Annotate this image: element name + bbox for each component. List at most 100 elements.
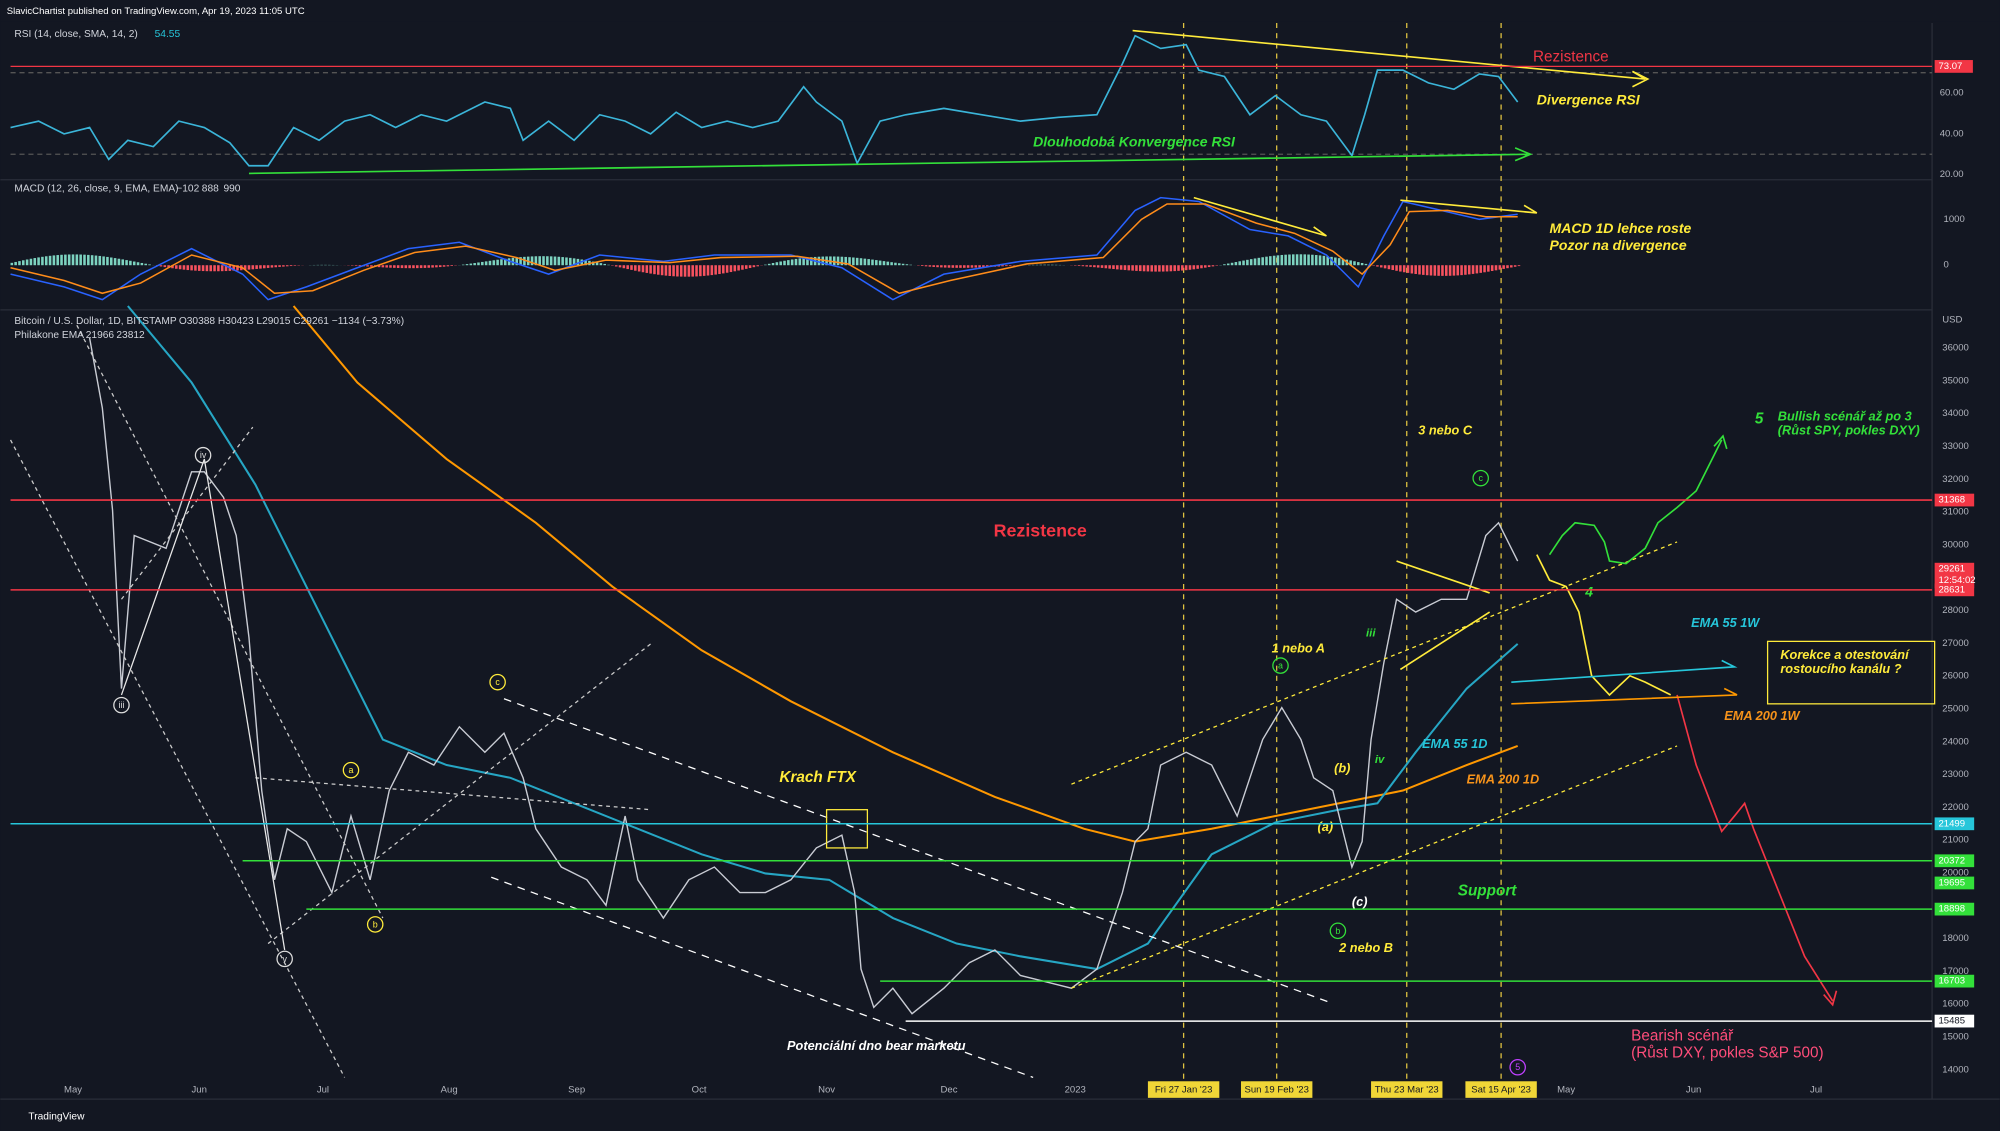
- shape: [503, 698, 1334, 1005]
- price-line: [88, 337, 1519, 1015]
- histogram-bar: [741, 265, 744, 270]
- histogram-bar: [243, 265, 247, 270]
- histogram-bar: [1234, 262, 1238, 266]
- histogram-bar: [947, 265, 951, 268]
- histogram-bar: [875, 260, 878, 266]
- histogram-bar: [767, 263, 771, 266]
- price-tick-label: 26000: [1942, 671, 1969, 682]
- histogram-bar: [500, 259, 503, 266]
- level-badge: [1934, 583, 1975, 597]
- histogram-bar: [396, 265, 400, 268]
- level-badge: [1934, 876, 1975, 890]
- time-label: Jul: [1810, 1085, 1822, 1096]
- level-label: 28631: [1938, 584, 1965, 595]
- histogram-bar: [1196, 265, 1199, 269]
- histogram-bar: [190, 265, 193, 271]
- time-label: May: [64, 1085, 82, 1096]
- annotation: (Růst SPY, pokles DXY): [1778, 422, 1920, 437]
- rsi-line: [10, 34, 1519, 167]
- histogram-bar: [282, 265, 285, 267]
- histogram-bar: [274, 265, 278, 268]
- footer: TradingView: [28, 1112, 85, 1123]
- level-badge: [1934, 974, 1975, 988]
- annotation: EMA 55 1D: [1422, 736, 1487, 751]
- level-label: 15485: [1938, 1016, 1965, 1027]
- histogram-bar: [358, 265, 362, 267]
- histogram-bar: [1494, 265, 1498, 271]
- shape: [1399, 611, 1491, 671]
- histogram-bar: [1303, 254, 1307, 266]
- ema-200-1d: [292, 305, 1519, 843]
- histogram-bar: [1456, 265, 1460, 276]
- histogram-bar: [1467, 265, 1471, 275]
- price-tick-label: 36000: [1942, 343, 1969, 354]
- rsi-level-badge: [1934, 60, 1973, 73]
- histogram-bar: [1295, 254, 1299, 266]
- histogram-bar: [886, 261, 890, 266]
- histogram-bar: [1223, 264, 1226, 266]
- histogram-bar: [810, 257, 813, 266]
- histogram-bar: [1364, 263, 1368, 266]
- histogram-bar: [982, 265, 985, 268]
- histogram-bar: [1418, 265, 1421, 275]
- annotation: 2 nebo B: [1338, 940, 1393, 955]
- histogram-bar: [1406, 265, 1410, 273]
- histogram-bar: [932, 265, 935, 267]
- shape: [1071, 541, 1678, 785]
- date-badge: [1465, 1081, 1537, 1098]
- level-label: 29261: [1938, 564, 1965, 575]
- price-tick-label: 31000: [1942, 507, 1969, 518]
- histogram-bar: [1425, 265, 1429, 276]
- histogram-bar: [442, 265, 446, 267]
- histogram-bar: [920, 265, 924, 266]
- histogram-bar: [10, 262, 14, 266]
- shape: [255, 777, 651, 811]
- ema200-1w-arrow: [1511, 687, 1738, 705]
- histogram-bar: [1318, 255, 1322, 266]
- histogram-bar: [259, 265, 262, 269]
- histogram-bar: [197, 265, 201, 271]
- wave-path: [120, 458, 286, 951]
- price-tick-label: 32000: [1942, 474, 1969, 485]
- histogram-bar: [29, 258, 33, 266]
- histogram-bar: [469, 263, 473, 266]
- rsi-tick-label: 20.00: [1940, 169, 1964, 180]
- histogram-bar: [52, 255, 56, 266]
- histogram-bar: [928, 265, 932, 267]
- histogram-bar: [997, 265, 1000, 267]
- histogram-bar: [1460, 265, 1463, 276]
- histogram-bar: [951, 265, 955, 268]
- histogram-bar: [1360, 262, 1364, 266]
- triangle: [1396, 560, 1491, 671]
- annotation: (b): [1334, 760, 1350, 775]
- histogram-bar: [484, 261, 488, 266]
- histogram-bar: [186, 265, 190, 271]
- currency: USD: [1942, 315, 1962, 326]
- date-label: Fri 27 Jan '23: [1155, 1085, 1213, 1096]
- histogram-bar: [25, 259, 29, 266]
- histogram-bar: [630, 265, 633, 270]
- histogram-bar: [481, 261, 484, 266]
- histogram-bar: [232, 265, 235, 271]
- histogram-bar: [492, 260, 496, 266]
- histogram-bar: [366, 265, 369, 267]
- histogram-bar: [285, 265, 289, 267]
- histogram-bar: [1498, 265, 1502, 270]
- histogram-bar: [966, 265, 970, 268]
- histogram-bar: [400, 265, 404, 269]
- histogram-bar: [970, 265, 974, 268]
- level-badge: [1934, 817, 1975, 831]
- histogram-bar: [461, 264, 465, 266]
- histogram-bar: [1085, 265, 1088, 267]
- histogram-bar: [1311, 254, 1314, 266]
- histogram-bar: [702, 265, 706, 276]
- histogram-bar: [645, 265, 649, 273]
- histogram-bar: [293, 265, 297, 266]
- annotation: MACD 1D lehce roste: [1550, 220, 1692, 236]
- histogram-bar: [37, 257, 40, 266]
- histogram-bar: [783, 260, 786, 266]
- histogram-bar: [553, 256, 557, 266]
- histogram-bar: [1433, 265, 1437, 276]
- price-tick-label: 28000: [1942, 605, 1969, 616]
- annotation: EMA 200 1W: [1724, 708, 1800, 723]
